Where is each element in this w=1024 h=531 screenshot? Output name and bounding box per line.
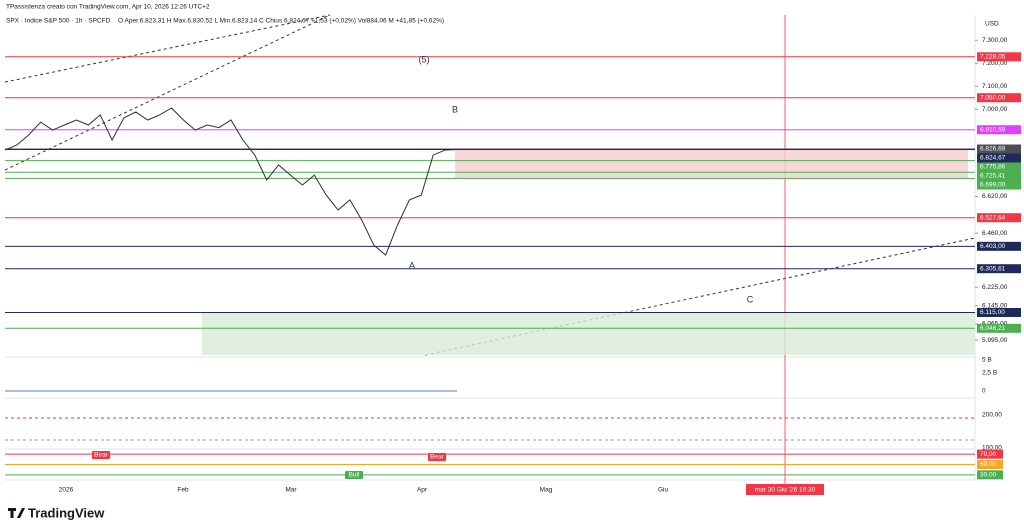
crosshair-label: mar 30 Giu '26 19:30 bbox=[755, 487, 816, 494]
x-tick-label: Mar bbox=[285, 487, 297, 494]
wave-label: (5) bbox=[419, 54, 430, 64]
y-tick-label: 6.460,00 bbox=[982, 230, 1008, 237]
volume-tick: 0 bbox=[982, 388, 986, 395]
rsi-tick: 200,00 bbox=[982, 412, 1002, 419]
wave-label: C bbox=[747, 294, 754, 304]
rsi-tick: 100,00 bbox=[982, 445, 1002, 452]
level-label: 6.910,59 bbox=[980, 126, 1006, 133]
level-box bbox=[977, 125, 1021, 135]
level-label: 6.046,21 bbox=[980, 325, 1006, 332]
x-tick-label: Giu bbox=[658, 487, 669, 494]
level-label: 6.115,00 bbox=[980, 309, 1005, 316]
level-label: 7.228,05 bbox=[980, 54, 1006, 61]
y-tick-label: 7.100,00 bbox=[982, 83, 1008, 90]
ohlc: O Aper.6.823,31 H Max.6.830,52 L Min.6.8… bbox=[118, 18, 444, 25]
level-label: 6.775,86 bbox=[980, 164, 1006, 171]
logo-icon bbox=[8, 508, 25, 518]
signal-badge bbox=[428, 453, 446, 461]
y-tick-label: 7.000,00 bbox=[982, 106, 1008, 113]
level-box bbox=[977, 264, 1021, 274]
trend-line bbox=[424, 237, 976, 356]
level-box bbox=[977, 180, 1021, 190]
level-label: 6.527,64 bbox=[980, 214, 1006, 221]
level-box bbox=[977, 308, 1021, 317]
currency: USD bbox=[985, 21, 999, 28]
level-box bbox=[977, 93, 1021, 103]
level-box bbox=[977, 162, 1021, 172]
osc-box bbox=[977, 460, 1003, 469]
level-label: 7.050,00 bbox=[980, 94, 1006, 101]
signal-label: Bull bbox=[349, 472, 360, 479]
level-label: 6.824,67 bbox=[980, 155, 1006, 162]
osc-label: 30,00 bbox=[980, 472, 997, 479]
osc-label: 70,00 bbox=[980, 451, 997, 458]
trend-line bbox=[4, 14, 331, 171]
level-box bbox=[977, 323, 1021, 333]
zone bbox=[455, 149, 968, 179]
level-label: 6.699,00 bbox=[980, 182, 1006, 189]
volume-tick: 5 B bbox=[982, 357, 992, 364]
level-label: 6.403,00 bbox=[980, 243, 1006, 250]
level-box bbox=[977, 241, 1021, 251]
price-line bbox=[4, 107, 458, 256]
level-box bbox=[977, 213, 1021, 223]
signal-label: Bear bbox=[430, 454, 445, 461]
level-box bbox=[977, 153, 1021, 163]
y-tick-label: 5.995,00 bbox=[982, 337, 1008, 344]
wave-label: A bbox=[409, 260, 415, 270]
signal-badge bbox=[92, 451, 110, 459]
crosshair-box bbox=[746, 484, 824, 495]
level-label: 6.305,61 bbox=[980, 265, 1006, 272]
osc-box bbox=[977, 470, 1003, 480]
x-tick-label: 2026 bbox=[59, 487, 74, 494]
signal-label: Bear bbox=[94, 452, 109, 459]
x-tick-label: Feb bbox=[177, 487, 189, 494]
level-box bbox=[977, 144, 1021, 154]
y-tick-label: 6.225,00 bbox=[982, 284, 1008, 291]
y-tick-label: 6.620,00 bbox=[982, 193, 1008, 200]
osc-box bbox=[977, 449, 1003, 459]
level-box bbox=[977, 171, 1021, 181]
signal-badge bbox=[345, 471, 363, 479]
volume-tick: 2,5 B bbox=[982, 370, 997, 377]
osc-label: 50,00 bbox=[980, 461, 997, 468]
author: TPassistenza creato con TradingView.com,… bbox=[6, 4, 210, 11]
y-tick-label: 6.145,00 bbox=[982, 302, 1008, 309]
trend-line bbox=[4, 14, 331, 83]
level-label: 6.725,41 bbox=[980, 173, 1006, 180]
zone bbox=[202, 312, 975, 355]
y-tick-label: 7.300,00 bbox=[982, 37, 1008, 44]
x-tick-label: Mag bbox=[540, 487, 553, 494]
symbol: SPX · Indice S&P 500 · 1h · SPCFD bbox=[6, 18, 111, 25]
level-box bbox=[977, 52, 1021, 62]
wave-label: B bbox=[452, 104, 458, 114]
footer: TradingView bbox=[28, 505, 105, 520]
logo: TradingView bbox=[8, 505, 105, 520]
y-tick-label: 7.200,00 bbox=[982, 60, 1008, 67]
level-label: 6.826,69 bbox=[980, 146, 1006, 153]
x-tick-label: Apr bbox=[417, 487, 428, 494]
